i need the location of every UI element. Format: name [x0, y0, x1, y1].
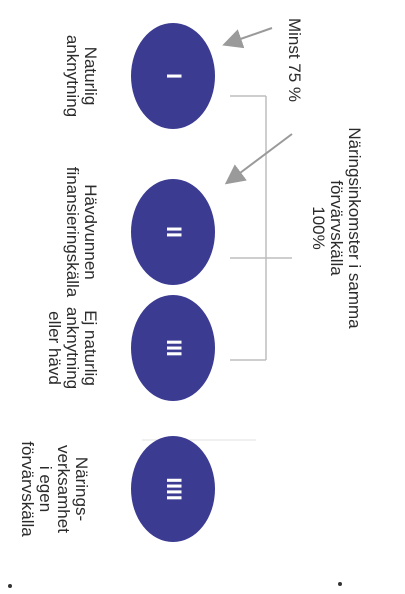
label-naturlig-line-1: Naturlig [81, 46, 100, 106]
label-naringsverksamhet-line-4: förvärvskälla [18, 441, 37, 537]
threshold-label: Minst 75 % [285, 17, 304, 103]
label-havdvunnen-line-1: Hävdvunnen [81, 184, 100, 280]
numeral-ej-naturlig: III [162, 339, 185, 357]
label-ej-naturlig-line-2: anknytning [63, 306, 82, 390]
label-ej-naturlig: Ej naturlig anknytning eller hävd [45, 306, 100, 390]
title-line-2: förvärvskälla [327, 180, 346, 276]
label-havdvunnen-line-2: finansieringskälla [63, 166, 82, 298]
title-line-1: Näringsinkomster i samma [345, 127, 364, 329]
label-naturlig-line-2: anknytning [63, 34, 82, 118]
numeral-havdvunnen: II [162, 226, 185, 238]
ellipse-havdvunnen [131, 179, 215, 285]
ellipse-ej-naturlig [131, 295, 215, 401]
arrow-to-havdvunnen [224, 133, 293, 185]
bullet-dot [338, 582, 342, 586]
label-naringsverksamhet-line-3: i egen [36, 465, 55, 513]
label-ej-naturlig-line-1: Ej naturlig [81, 310, 100, 386]
label-naringsverksamhet: Närings- verksamhet i egen förvärvskälla [18, 441, 91, 537]
ellipse-naturlig [131, 23, 215, 129]
label-naringsverksamhet-line-2: verksamhet [54, 445, 73, 533]
numeral-naturlig: I [162, 73, 185, 79]
arrow-to-naturlig [222, 27, 273, 49]
numeral-naringsverksamhet: IIII [162, 477, 185, 501]
category-ellipses [131, 23, 215, 542]
label-naturlig: Naturlig anknytning [63, 34, 100, 118]
diagram-title: Näringsinkomster i samma förvärvskälla 1… [309, 127, 364, 329]
ellipse-naringsverksamhet [131, 436, 215, 542]
label-ej-naturlig-line-3: eller hävd [45, 311, 64, 385]
threshold-arrows [222, 27, 293, 185]
title-line-3: 100% [309, 206, 328, 250]
label-havdvunnen: Hävdvunnen finansieringskälla [63, 166, 100, 298]
label-naringsverksamhet-line-1: Närings- [72, 456, 91, 522]
bullet-dot [8, 584, 12, 588]
